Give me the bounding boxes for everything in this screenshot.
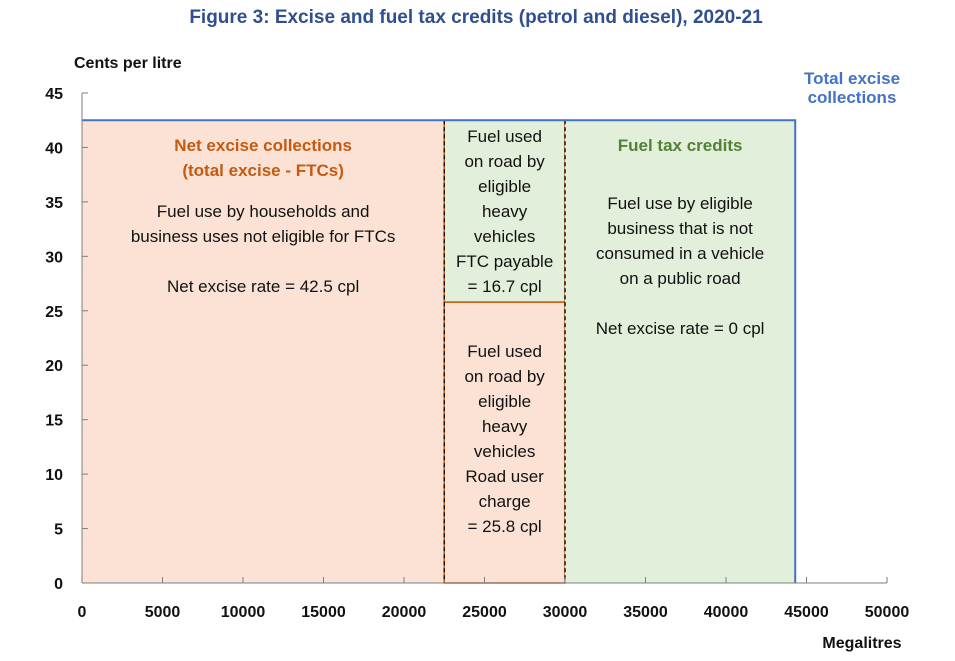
y-tick-label: 15 xyxy=(45,413,63,430)
region-heading: Net excise collections xyxy=(174,136,352,155)
region-body-line: eligible xyxy=(478,177,531,196)
total-excise-outline-layer xyxy=(82,119,797,583)
total-excise-label: collections xyxy=(808,88,897,107)
region-body-line: Fuel use by eligible xyxy=(607,194,753,213)
y-tick-label: 0 xyxy=(54,576,63,593)
region-body-line: vehicles xyxy=(474,227,535,246)
region-heavy-ftc-payable xyxy=(443,119,566,303)
region-body-line: Fuel used xyxy=(467,342,542,361)
region-body-line: on a public road xyxy=(620,269,741,288)
region-body-line: FTC payable xyxy=(456,252,553,271)
region-body-line: eligible xyxy=(478,392,531,411)
x-tick-label: 35000 xyxy=(623,604,668,621)
x-tick-label: 20000 xyxy=(382,604,427,621)
y-tick-label: 35 xyxy=(45,195,63,212)
region-body-line: business uses not eligible for FTCs xyxy=(131,227,396,246)
x-tick-label: 15000 xyxy=(301,604,346,621)
region-body-line: consumed in a vehicle xyxy=(596,244,764,263)
x-tick-label: 30000 xyxy=(543,604,588,621)
region-heading: (total excise - FTCs) xyxy=(182,161,344,180)
y-tick-label: 5 xyxy=(54,522,63,539)
region-body-line: on road by xyxy=(464,152,545,171)
region-body-line: Fuel used xyxy=(467,127,542,146)
y-tick-label: 40 xyxy=(45,140,63,157)
region-heading: Fuel tax credits xyxy=(618,136,743,155)
x-tick-label: 10000 xyxy=(221,604,266,621)
region-body-line: vehicles xyxy=(474,442,535,461)
x-tick-label: 5000 xyxy=(145,604,181,621)
dividers-layer xyxy=(443,120,566,583)
region-body-line: Net excise rate = 42.5 cpl xyxy=(167,277,359,296)
region-heavy-road-user-charge xyxy=(443,301,566,584)
region-body-line: = 16.7 cpl xyxy=(468,277,542,296)
x-tick-label: 25000 xyxy=(462,604,507,621)
region-body-line: Fuel use by households and xyxy=(157,202,370,221)
region-body-line: heavy xyxy=(482,202,528,221)
region-body-line: on road by xyxy=(464,367,545,386)
region-body-line: heavy xyxy=(482,417,528,436)
y-axis-label: Cents per litre xyxy=(74,55,182,72)
y-tick-label: 30 xyxy=(45,249,63,266)
region-body-line: = 25.8 cpl xyxy=(468,517,542,536)
y-tick-label: 20 xyxy=(45,358,63,375)
x-tick-label: 40000 xyxy=(704,604,749,621)
total-excise-outline xyxy=(82,119,797,583)
x-tick-label: 45000 xyxy=(784,604,829,621)
labels-layer: Net excise collections (total excise - FT… xyxy=(131,69,900,536)
y-tick-label: 10 xyxy=(45,467,63,484)
region-body-line: charge xyxy=(479,492,531,511)
region-fuel-tax-credits xyxy=(565,120,796,583)
region-body-line: Net excise rate = 0 cpl xyxy=(596,319,765,338)
total-excise-label: Total excise xyxy=(804,69,900,88)
y-tick-label: 45 xyxy=(45,86,63,103)
axes-layer: 0 5 10 15 20 25 30 35 40 45 0 5000 10000 15000 20000 25… xyxy=(45,86,909,621)
region-body-line: Road user xyxy=(465,467,544,486)
region-body-line: business that is not xyxy=(607,219,753,238)
chart-title: Figure 3: Excise and fuel tax credits (p… xyxy=(189,7,763,28)
regions-layer xyxy=(82,119,796,584)
x-tick-label: 0 xyxy=(78,604,87,621)
region-net-excise xyxy=(82,120,445,583)
x-axis-label: Megalitres xyxy=(822,635,901,652)
y-tick-label: 25 xyxy=(45,304,63,321)
x-tick-label: 50000 xyxy=(865,604,910,621)
